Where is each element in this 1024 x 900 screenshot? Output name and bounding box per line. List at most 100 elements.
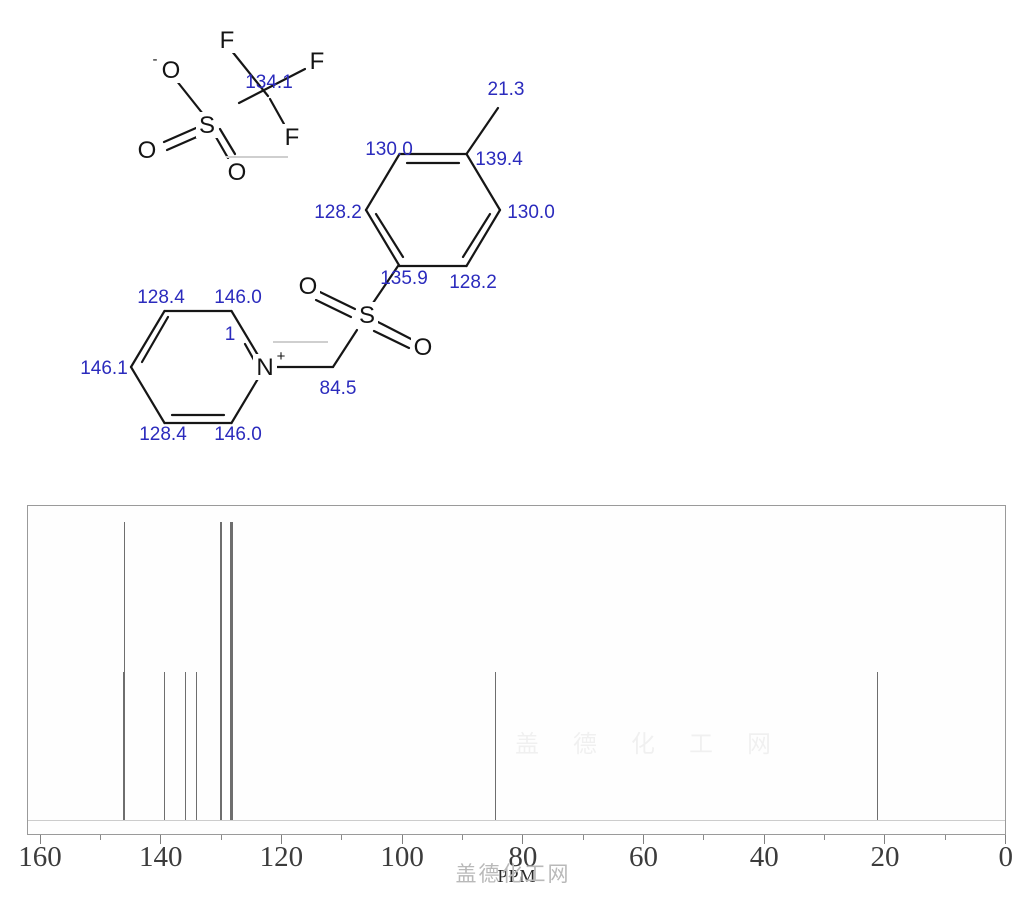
double-bond-inner — [243, 342, 256, 362]
atom-f: F — [285, 124, 300, 151]
shift-labels: 134.1 21.3 130.0 139.4 128.2 130.0 135.9… — [80, 72, 555, 445]
nmr-peak — [230, 522, 232, 820]
bond — [372, 329, 411, 350]
axis-tick-minor — [461, 835, 463, 840]
axis-tick-label: 60 — [629, 841, 659, 873]
atom-o: O — [228, 159, 247, 186]
shift-label: 130.0 — [507, 202, 555, 223]
atom-f: F — [310, 48, 325, 75]
double-bond-inner — [461, 212, 492, 259]
bond — [371, 264, 400, 305]
shift-label: 130.0 — [365, 139, 413, 160]
shift-label: 21.3 — [488, 79, 525, 100]
atom-o: O — [299, 273, 318, 300]
bond — [318, 290, 357, 311]
watermark: 盖德化工网 — [455, 863, 571, 886]
axis-tick-label: 0 — [998, 841, 1013, 873]
bond — [465, 208, 502, 268]
bond — [129, 309, 166, 369]
shift-label: 128.2 — [314, 202, 362, 223]
bond — [376, 320, 415, 342]
bond — [129, 365, 166, 425]
axis-tick-major — [39, 835, 41, 844]
axis-tick-label: 120 — [259, 841, 304, 873]
axis-tick-minor — [99, 835, 101, 840]
axis-tick-minor — [703, 835, 705, 840]
axis-tick-major — [763, 835, 765, 844]
bond — [162, 126, 198, 144]
bond — [229, 48, 270, 98]
bond — [174, 78, 205, 116]
axis-tick-major — [643, 835, 645, 844]
bond — [364, 208, 401, 268]
molecule-structure: F F F O - O O S S O O N + 134.1 — [80, 27, 555, 445]
atom-s: S — [359, 302, 375, 329]
nmr-peak — [123, 672, 125, 820]
pyridinium-ring — [129, 309, 328, 425]
axis-tick-major — [401, 835, 403, 844]
shift-label: 84.5 — [320, 378, 357, 399]
bond — [364, 152, 401, 212]
atom-n: N — [256, 354, 273, 381]
methyl-bond — [465, 106, 500, 156]
shift-label: 128.2 — [449, 272, 497, 293]
spectrum-plot-box — [27, 505, 1006, 835]
bond — [165, 134, 201, 152]
bond — [237, 67, 307, 105]
axis-tick-major — [160, 835, 162, 844]
axis-tick-label: 40 — [749, 841, 779, 873]
shift-label: 146.0 — [214, 287, 262, 308]
double-bond-inner — [374, 212, 405, 259]
minus-charge: - — [153, 51, 158, 68]
plus-charge: + — [277, 348, 286, 365]
x-axis-unit-label: PPM — [497, 866, 537, 886]
axis-tick-minor — [944, 835, 946, 840]
atom-s: S — [199, 112, 215, 139]
shift-label: 128.4 — [139, 424, 187, 445]
axis-tick-major — [1005, 835, 1007, 844]
axis-tick-minor — [824, 835, 826, 840]
watermark-faint: 盖德化工网 — [515, 731, 805, 758]
atom-labels: F F F O - O O S S O O N + — [135, 27, 435, 381]
axis-tick-major — [522, 835, 524, 844]
bond — [218, 127, 237, 156]
shift-label: 128.4 — [137, 287, 185, 308]
spectrum-baseline — [28, 820, 1005, 821]
shift-label: 135.9 — [380, 268, 428, 289]
tolyl-ring — [364, 106, 502, 268]
bond — [331, 328, 359, 369]
shift-label: 139.4 — [475, 149, 523, 170]
covered-label-fragment: 1 — [225, 324, 236, 345]
bond — [268, 97, 286, 126]
axis-tick-label: 20 — [870, 841, 900, 873]
axis-tick-minor — [582, 835, 584, 840]
axis-tick-major — [280, 835, 282, 844]
nmr-peak — [495, 672, 497, 820]
atom-o: O — [162, 57, 181, 84]
nmr-peak — [123, 522, 126, 820]
nmr-peak — [220, 522, 222, 820]
shift-label: 146.1 — [80, 358, 128, 379]
axis-tick-label: 100 — [380, 841, 424, 873]
axis-tick-label: 140 — [138, 841, 183, 873]
axis-tick-minor — [220, 835, 222, 840]
axis-tick-major — [884, 835, 886, 844]
nmr-peak — [876, 672, 878, 820]
nmr-peak — [195, 672, 197, 820]
nmr-peak — [184, 672, 187, 820]
axis-tick-minor — [341, 835, 343, 840]
sulfonylmethyl-linker — [272, 264, 415, 369]
shift-label: 134.1 — [245, 72, 293, 93]
nmr-peak — [231, 522, 233, 820]
shift-label: 146.0 — [214, 424, 262, 445]
bond — [314, 298, 353, 319]
atom-o: O — [414, 334, 433, 361]
atom-o: O — [138, 137, 157, 164]
bond — [465, 152, 502, 212]
axis-tick-label: 160 — [18, 841, 62, 873]
axis-tick-label: 80 — [508, 841, 538, 873]
nmr-peak — [163, 672, 165, 820]
double-bond-inner — [140, 315, 170, 364]
atom-f: F — [220, 27, 235, 54]
